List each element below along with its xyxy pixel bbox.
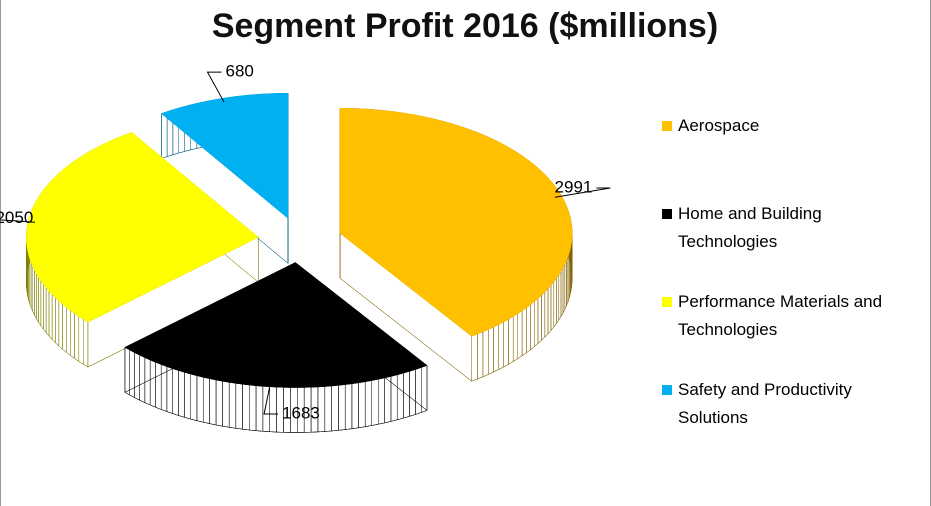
legend-label: Performance Materials and Technologies <box>678 292 883 339</box>
legend: Aerospace Home and Building Technologies P… <box>662 112 912 464</box>
data-label: 2991 <box>555 177 593 196</box>
data-label: 680 <box>226 62 254 81</box>
legend-swatch <box>662 121 672 131</box>
legend-item: Safety and Productivity Solutions <box>662 376 912 464</box>
leader-line <box>554 187 611 198</box>
legend-swatch <box>662 209 672 219</box>
legend-label: Safety and Productivity Solutions <box>678 380 852 427</box>
leader-line <box>0 219 36 223</box>
chart-title: Segment Profit 2016 ($millions) <box>212 7 718 45</box>
data-label: 1683 <box>282 404 320 423</box>
legend-swatch <box>662 297 672 307</box>
legend-item: Aerospace <box>662 112 912 200</box>
legend-label: Aerospace <box>678 116 760 135</box>
data-label: 2050 <box>0 208 33 227</box>
leader-line <box>263 382 279 415</box>
legend-item: Home and Building Technologies <box>662 200 912 288</box>
legend-label: Home and Building Technologies <box>678 204 822 251</box>
legend-item: Performance Materials and Technologies <box>662 288 912 376</box>
slice <box>339 108 573 337</box>
leader-line <box>206 71 225 103</box>
legend-swatch <box>662 385 672 395</box>
